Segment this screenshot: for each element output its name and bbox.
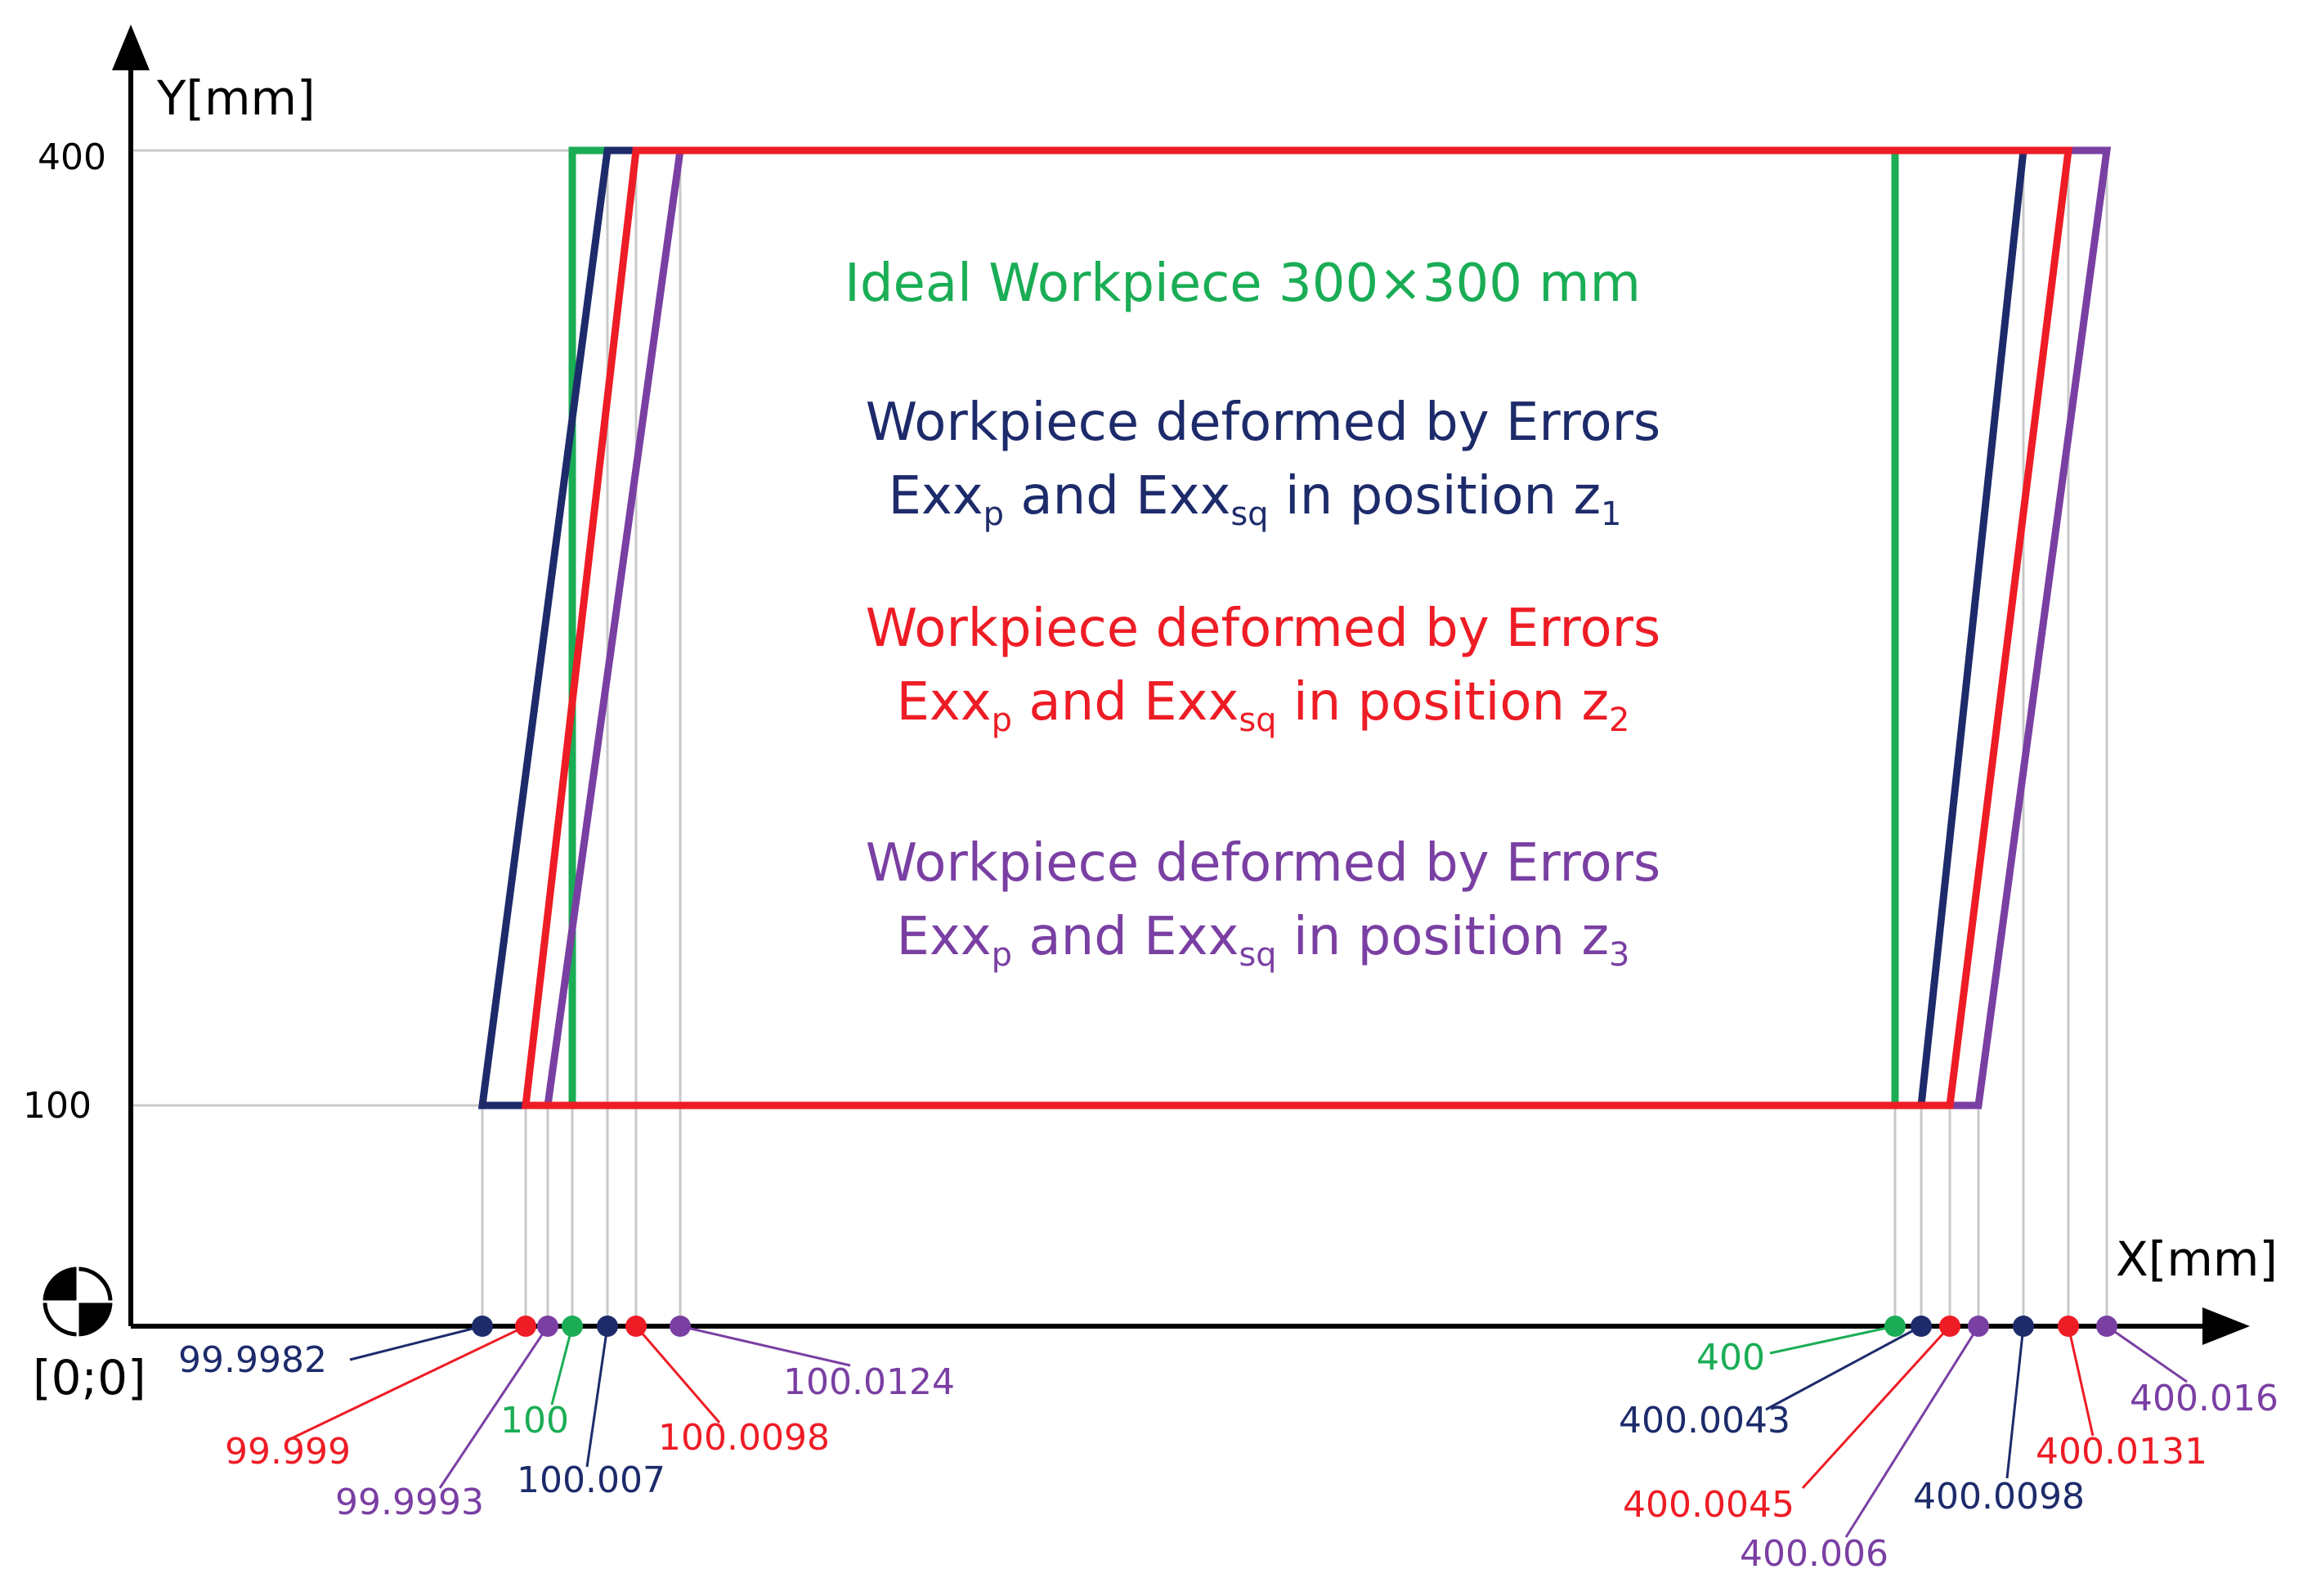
axis-markers bbox=[472, 1316, 2117, 1337]
axis-marker bbox=[1884, 1316, 1906, 1337]
legend-z1-line2: Exxp and Exxsq in position z1 bbox=[888, 466, 1621, 533]
y-tick-100: 100 bbox=[23, 1085, 92, 1127]
axis-marker bbox=[597, 1316, 618, 1337]
axis-marker bbox=[537, 1316, 558, 1337]
legend-z3-line1: Workpiece deformed by Errors bbox=[866, 833, 1661, 894]
y-tick-400: 400 bbox=[38, 137, 106, 178]
leader-line bbox=[1844, 1325, 1980, 1538]
axes: Y[mm] X[mm] 400 100 [0;0] bbox=[23, 25, 2278, 1405]
origin-label: [0;0] bbox=[33, 1350, 146, 1405]
leader-line bbox=[438, 1325, 549, 1489]
value-label: 400.016 bbox=[2130, 1378, 2278, 1419]
legend-ideal: Ideal Workpiece 300×300 mm bbox=[845, 253, 1641, 314]
leader-line bbox=[2005, 1325, 2025, 1479]
axis-marker bbox=[1939, 1316, 1960, 1337]
value-label: 400.006 bbox=[1740, 1533, 1889, 1575]
leader-line bbox=[1801, 1325, 1951, 1490]
y-axis-arrow bbox=[112, 25, 150, 70]
workpiece-outline-z2 bbox=[521, 146, 2073, 1110]
legend-z2-line2: Exxp and Exxsq in position z2 bbox=[896, 672, 1629, 739]
workpiece-outlines bbox=[477, 146, 2112, 1110]
leader-line bbox=[679, 1325, 851, 1367]
leader-line bbox=[349, 1325, 483, 1361]
value-label: 100.0098 bbox=[658, 1417, 830, 1459]
value-label: 400.0098 bbox=[1913, 1476, 2085, 1518]
value-label: 400 bbox=[1696, 1337, 1765, 1379]
leader-line bbox=[550, 1325, 574, 1405]
leader-lines bbox=[289, 1325, 2188, 1538]
axis-marker bbox=[670, 1316, 691, 1337]
axis-marker bbox=[562, 1316, 583, 1337]
leader-line bbox=[1765, 1325, 1922, 1411]
value-label: 400.0045 bbox=[1623, 1484, 1794, 1526]
value-label: 100.0124 bbox=[783, 1361, 955, 1403]
origin-symbol-icon bbox=[37, 1261, 119, 1343]
axis-marker bbox=[1968, 1316, 1989, 1337]
leader-line bbox=[585, 1325, 609, 1468]
axis-marker bbox=[472, 1316, 493, 1337]
y-axis-label: Y[mm] bbox=[156, 70, 316, 126]
leader-line bbox=[2106, 1325, 2188, 1383]
x-axis-arrow bbox=[2202, 1307, 2250, 1345]
leader-line bbox=[2067, 1325, 2095, 1437]
value-label: 400.0043 bbox=[1619, 1400, 1790, 1441]
leader-line bbox=[634, 1325, 721, 1423]
axis-marker bbox=[1911, 1316, 1932, 1337]
axis-marker bbox=[515, 1316, 536, 1337]
legend: Ideal Workpiece 300×300 mm Workpiece def… bbox=[845, 253, 1660, 974]
value-label: 99.999 bbox=[225, 1431, 351, 1473]
axis-marker bbox=[2058, 1316, 2079, 1337]
legend-z1-line1: Workpiece deformed by Errors bbox=[866, 392, 1661, 453]
value-label: 99.9993 bbox=[335, 1482, 484, 1523]
axis-marker bbox=[625, 1316, 647, 1337]
axis-marker bbox=[2096, 1316, 2117, 1337]
leader-line bbox=[289, 1325, 526, 1441]
value-label: 100.007 bbox=[517, 1459, 665, 1501]
leader-line bbox=[1769, 1325, 1896, 1355]
value-label: 100 bbox=[500, 1400, 569, 1441]
projection-lines bbox=[481, 150, 2108, 1326]
legend-z2-line1: Workpiece deformed by Errors bbox=[866, 598, 1661, 659]
value-label: 99.9982 bbox=[178, 1339, 327, 1381]
axis-marker bbox=[2013, 1316, 2034, 1337]
value-label: 400.0131 bbox=[2036, 1431, 2207, 1473]
x-axis-label: X[mm] bbox=[2116, 1231, 2278, 1287]
legend-z3-line2: Exxp and Exxsq in position z3 bbox=[896, 907, 1629, 974]
